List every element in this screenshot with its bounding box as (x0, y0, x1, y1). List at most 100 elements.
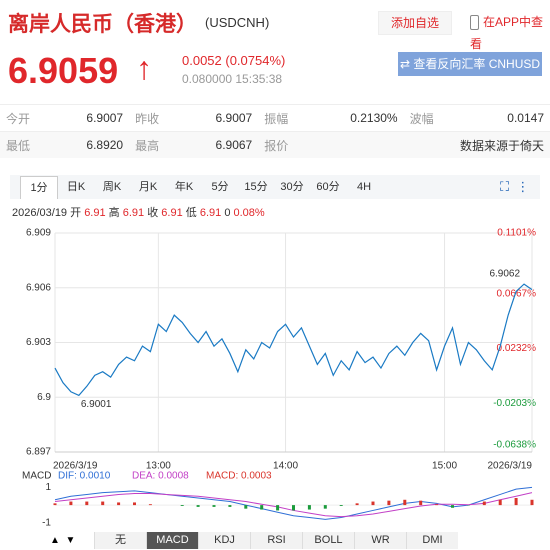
tab-bar (10, 175, 540, 199)
price-line (54, 283, 533, 397)
stat-label: 报价 (258, 131, 314, 158)
macd-bar (451, 505, 454, 508)
stat-label: 最高 (129, 131, 184, 158)
macd-bar (69, 501, 73, 506)
macd-bar (85, 501, 89, 506)
info-pct: 0.08% (233, 207, 265, 219)
y-tick-label: 6.903 (26, 337, 51, 348)
title: 离岸人民币（香港） (8, 13, 197, 36)
indicator-tab[interactable]: 无 (94, 532, 146, 549)
macd-bar (323, 505, 327, 509)
macd-title: MACD (22, 471, 51, 482)
macd-bar (196, 505, 200, 507)
macd-bar (212, 505, 216, 507)
info-volume: 0 (224, 207, 231, 219)
info-value: 6.91 (161, 207, 183, 219)
period-tab[interactable]: 5分 (211, 181, 229, 193)
macd-bar (101, 501, 105, 506)
macd-bar (148, 504, 152, 506)
period-tab[interactable]: 60分 (316, 181, 340, 193)
period-tab[interactable]: 月K (138, 181, 158, 193)
low-annotation: 6.9001 (81, 399, 112, 410)
macd-bar (530, 499, 534, 506)
period-tab[interactable]: 1分 (20, 176, 58, 199)
stat-value: 0.2130% (313, 104, 404, 132)
legend-entry: DEA: 0.0008 (132, 471, 189, 482)
y2-tick-label: 0.1101% (497, 228, 536, 239)
y-tick-label: 6.897 (26, 447, 51, 458)
legend-entry: DIF: 0.0010 (58, 471, 111, 482)
macd-bar (117, 502, 121, 506)
indicator-tab[interactable]: KDJ (198, 532, 250, 549)
macd-bar (419, 500, 423, 506)
period-tab[interactable]: 周K (102, 181, 122, 193)
period-tab[interactable]: 15分 (244, 181, 268, 193)
y-tick-label: 6.909 (26, 228, 51, 239)
macd-bar (276, 505, 280, 511)
macd-bar (292, 505, 295, 511)
scroll-arrows[interactable]: ▲ ▼ (50, 535, 76, 546)
y-tick-label: 6.9 (37, 392, 51, 403)
period-tab[interactable]: 30分 (280, 181, 304, 193)
indicator-tab[interactable]: WR (354, 532, 406, 549)
period-tab[interactable]: 4H (356, 181, 372, 193)
phone-icon (470, 15, 479, 31)
stat-value (313, 131, 404, 158)
stat-label: 波幅 (403, 104, 466, 132)
indicator-tab[interactable]: DMI (406, 532, 458, 549)
info-line: 2026/03/19 开 6.91 高 6.91 收 6.91 低 6.91 0… (12, 204, 265, 220)
indicator-tabs: 无 MACD KDJ RSI BOLL WR DMI (94, 532, 458, 549)
info-label: 开 (70, 207, 82, 219)
app-link[interactable]: 在APP中查看 (470, 11, 550, 55)
stat-label: 振幅 (258, 104, 314, 132)
macd-bar (228, 505, 232, 507)
legend-entry: MACD: 0.0003 (206, 471, 272, 482)
tool-icons[interactable]: ⛶ ⋮ (500, 179, 530, 194)
macd-bar (180, 505, 184, 506)
stat-label: 昨收 (129, 104, 184, 132)
macd-bar (387, 500, 391, 506)
macd-bar (435, 504, 439, 506)
macd-bar (260, 505, 264, 510)
info-value: 6.91 (84, 207, 106, 219)
y2-tick-label: -0.0638% (493, 440, 536, 451)
stats-table: 今开 6.9007 昨收 6.9007 振幅 0.2130% 波幅 0.0147 最低 6.892… (0, 104, 550, 158)
macd-bar (53, 503, 57, 506)
info-label: 高 (108, 207, 120, 219)
stats-row: 今开 6.9007 昨收 6.9007 振幅 0.2130% 波幅 0.0147 (0, 104, 550, 132)
macd-bar (307, 505, 311, 510)
app-link-text[interactable]: 在APP中查看 (470, 15, 544, 51)
y-tick-label: 1 (45, 482, 51, 493)
y-tick-label: -1 (42, 518, 51, 529)
timestamp: 0.080000 15:35:38 (182, 72, 283, 86)
stat-value: 0.0147 (465, 104, 550, 132)
info-value: 6.91 (199, 207, 222, 219)
info-value: 6.91 (122, 207, 145, 219)
stat-label: 最低 (0, 131, 55, 158)
x-tick-label: 2026/3/19 (53, 461, 98, 472)
stats-row: 最低 6.8920 最高 6.9067 报价 数据来源于倚天 (0, 131, 550, 158)
indicator-tab[interactable]: RSI (250, 532, 302, 549)
period-tab[interactable]: 年K (174, 181, 194, 193)
code: (USDCNH) (205, 15, 270, 30)
y2-tick-label: -0.0203% (493, 398, 536, 409)
y2-tick-label: 0.0232% (497, 343, 537, 354)
price: 6.9059 (8, 50, 119, 91)
stat-value: 6.9007 (54, 104, 130, 132)
period-tab[interactable]: 日K (66, 181, 86, 193)
add-button[interactable]: 添加自选 (378, 11, 452, 35)
high-annotation: 6.9062 (489, 269, 520, 280)
macd-bar (244, 505, 248, 509)
macd-bar (498, 499, 502, 506)
macd-line (54, 486, 533, 520)
stat-label: 数据来源于倚天 (403, 131, 550, 158)
x-tick-label: 13:00 (146, 461, 171, 472)
indicator-tab[interactable]: MACD (146, 532, 198, 549)
macd-bar (133, 502, 136, 506)
reverse-button[interactable]: ⇄ 查看反向汇率 CNHUSD (398, 52, 542, 76)
indicator-tab[interactable]: BOLL (302, 532, 354, 549)
x-tick-label: 15:00 (432, 461, 457, 472)
arrow: ↑ (136, 50, 152, 86)
macd-bar (482, 501, 486, 506)
